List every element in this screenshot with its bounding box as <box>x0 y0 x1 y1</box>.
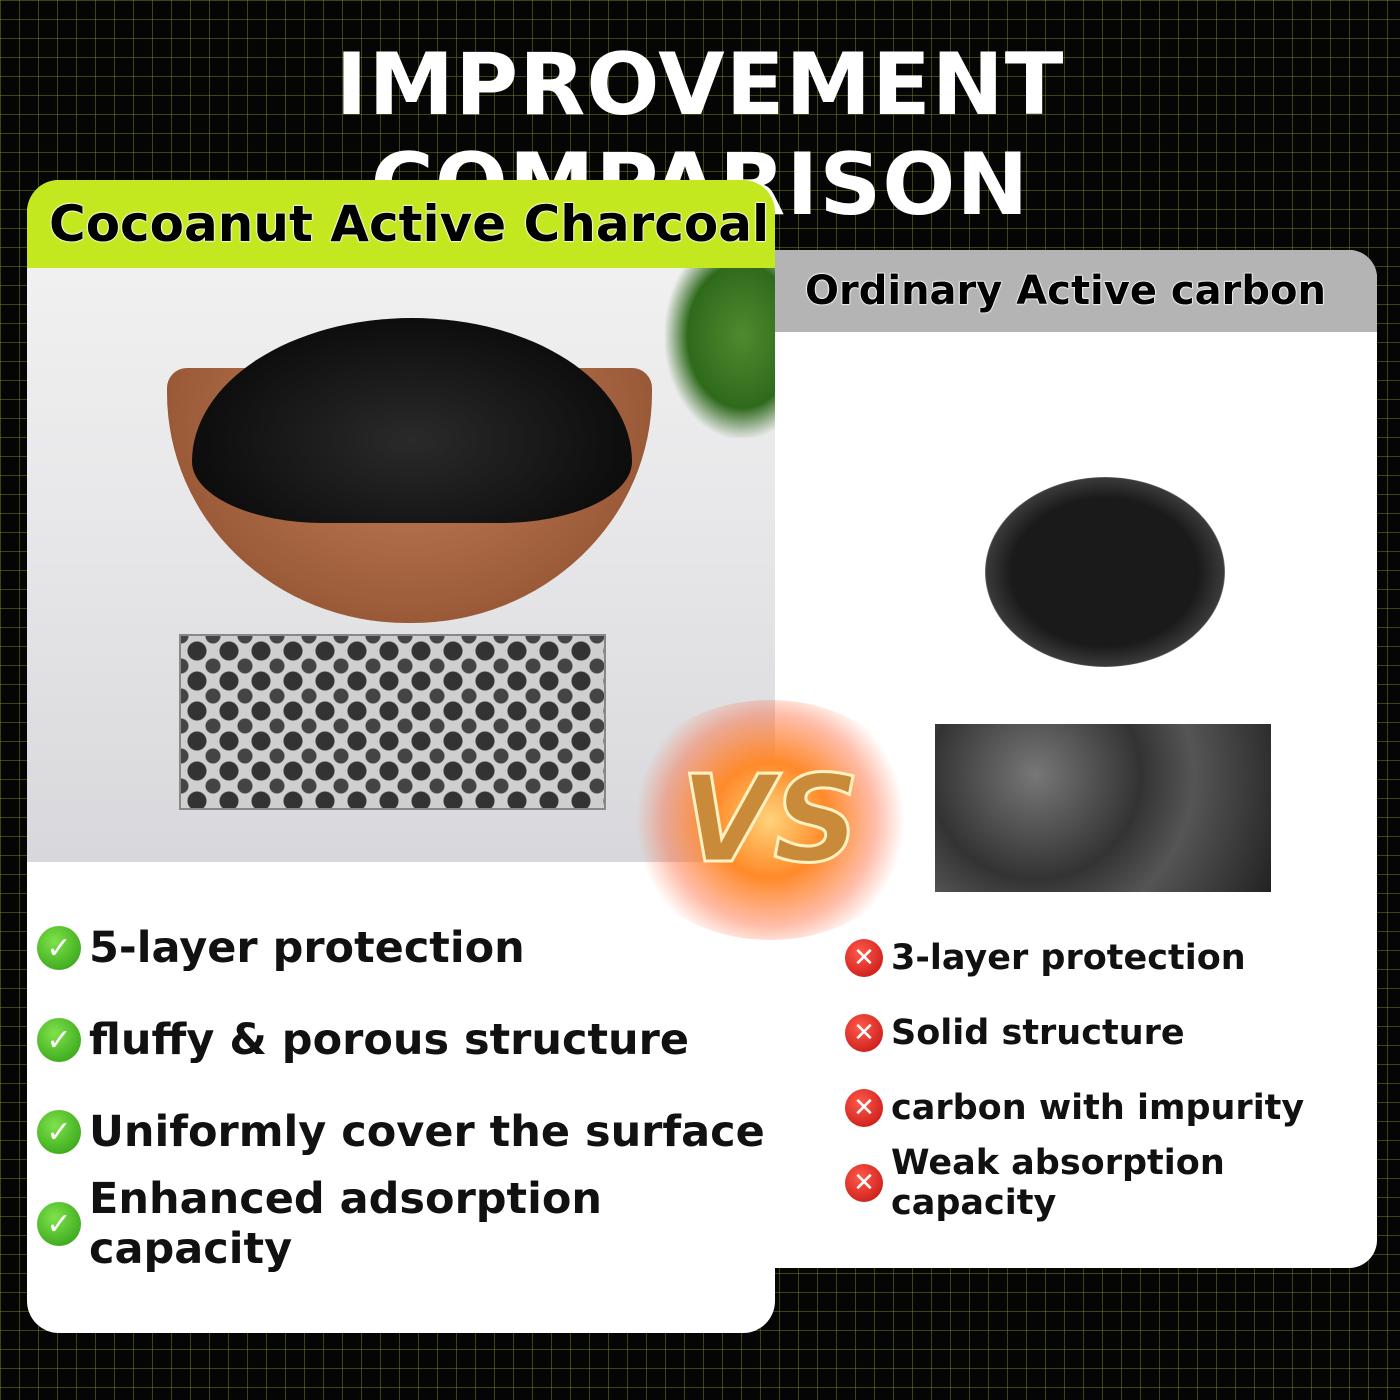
check-circle-icon: ✓ <box>37 926 81 970</box>
check-circle-icon: ✓ <box>37 1018 81 1062</box>
carbon-pile-image <box>985 477 1225 667</box>
list-item: ✕ Weak absorption capacity <box>845 1143 1377 1223</box>
check-circle-icon: ✓ <box>37 1202 81 1246</box>
list-item: ✓ fluffy & porous structure <box>37 994 775 1086</box>
plant-image <box>665 268 775 438</box>
ordinary-carbon-header: Ordinary Active carbon <box>775 250 1377 332</box>
coconut-charcoal-features: ✓ 5-layer protection ✓ fluffy & porous str… <box>37 902 775 1274</box>
ordinary-carbon-title: Ordinary Active carbon <box>805 268 1327 315</box>
x-circle-icon: ✕ <box>845 1163 883 1202</box>
x-circle-icon: ✕ <box>845 938 883 977</box>
check-circle-icon: ✓ <box>37 1110 81 1154</box>
list-item: ✓ 5-layer protection <box>37 902 775 994</box>
ordinary-carbon-features: ✕ 3-layer protection ✕ Solid structure ✕ ca… <box>845 920 1377 1223</box>
x-circle-icon: ✕ <box>845 1088 883 1127</box>
x-circle-icon: ✕ <box>845 1013 883 1052</box>
solid-structure-micrograph <box>935 724 1271 892</box>
coconut-charcoal-title: Cocoanut Active Charcoal <box>48 195 770 254</box>
list-item: ✕ carbon with impurity <box>845 1070 1377 1145</box>
list-item: ✓ Uniformly cover the surface <box>37 1086 775 1178</box>
coconut-charcoal-card: Cocoanut Active Charcoal ✓ 5-layer protec… <box>27 180 775 1333</box>
coconut-charcoal-images <box>27 268 775 862</box>
list-item: ✕ 3-layer protection <box>845 920 1377 995</box>
ordinary-carbon-images <box>775 332 1377 892</box>
list-item: ✕ Solid structure <box>845 995 1377 1070</box>
coconut-charcoal-header: Cocoanut Active Charcoal <box>27 180 775 268</box>
vs-emblem: VS <box>620 700 920 940</box>
porous-structure-micrograph <box>179 634 606 810</box>
list-item: ✓ Enhanced adsorption capacity <box>37 1174 775 1274</box>
charcoal-pile-image <box>192 318 632 523</box>
